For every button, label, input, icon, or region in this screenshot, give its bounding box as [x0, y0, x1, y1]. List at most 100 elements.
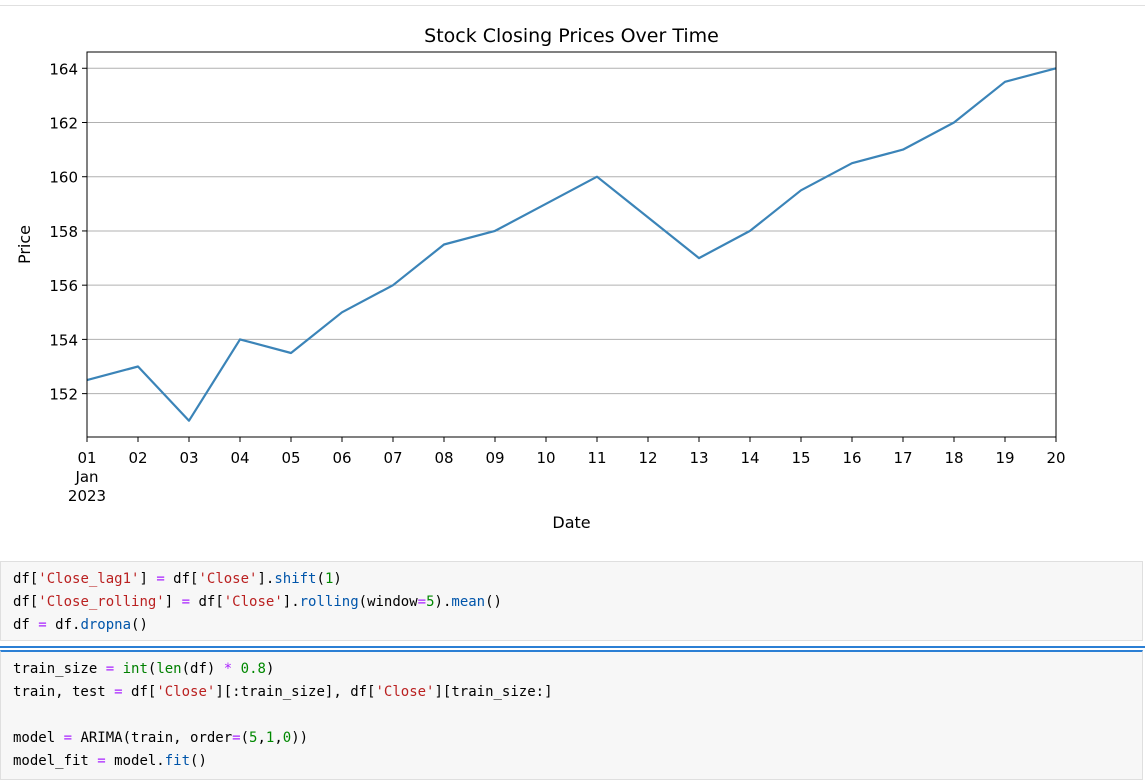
code-token: = — [106, 661, 114, 677]
code-token: = — [114, 684, 122, 700]
code-token: train, test — [13, 684, 114, 700]
active-cell-indicator — [0, 646, 1145, 648]
x-tick-label: 01 — [77, 449, 96, 467]
code-token: ] — [165, 594, 182, 610]
y-tick-label: 154 — [49, 331, 78, 349]
code-line: model = ARIMA(train, order=(5,1,0)) — [13, 730, 308, 746]
code-token: model — [13, 730, 64, 746]
x-tick-label: 09 — [485, 449, 504, 467]
code-token: df[ — [13, 594, 38, 610]
code-cell-2[interactable]: train_size = int(len(df) * 0.8) train, t… — [0, 650, 1143, 780]
x-tick-label: 13 — [689, 449, 708, 467]
code-line: df['Close_rolling'] = df['Close'].rollin… — [13, 594, 502, 610]
y-axis-label: Price — [15, 225, 34, 264]
x-tick-label: 15 — [791, 449, 810, 467]
code-line: train, test = df['Close'][:train_size], … — [13, 684, 553, 700]
code-token — [232, 661, 240, 677]
code-token: 0 — [283, 730, 291, 746]
code-token: 'Close_rolling' — [38, 594, 164, 610]
code-token: ][:train_size], df[ — [215, 684, 375, 700]
code-token: ). — [435, 594, 452, 610]
code-token: 0.8 — [241, 661, 266, 677]
code-token: ) — [333, 571, 341, 587]
x-tick-label: 06 — [332, 449, 351, 467]
code-token: = — [156, 571, 164, 587]
code-token: 'Close' — [198, 571, 257, 587]
code-token: fit — [165, 753, 190, 769]
x-tick-label: 12 — [638, 449, 657, 467]
code-editor[interactable]: train_size = int(len(df) * 0.8) train, t… — [1, 652, 1142, 773]
code-token: () — [131, 617, 148, 633]
code-token: ) — [266, 661, 274, 677]
x-tick-label: 05 — [281, 449, 300, 467]
code-token: model. — [106, 753, 165, 769]
code-token: len — [156, 661, 181, 677]
x-tick-sublabel: 2023 — [68, 487, 106, 505]
code-token: , — [257, 730, 265, 746]
code-token: ] — [139, 571, 156, 587]
code-token: )) — [291, 730, 308, 746]
code-token: = — [97, 753, 105, 769]
x-tick-label: 14 — [740, 449, 759, 467]
code-token: , — [274, 730, 282, 746]
code-line: train_size = int(len(df) * 0.8) — [13, 661, 274, 677]
code-editor[interactable]: df['Close_lag1'] = df['Close'].shift(1) … — [1, 562, 1142, 637]
x-tick-label: 11 — [587, 449, 606, 467]
x-tick-label: 16 — [842, 449, 861, 467]
x-tick-label: 17 — [893, 449, 912, 467]
code-token: ( — [241, 730, 249, 746]
y-tick-label: 152 — [49, 386, 78, 404]
code-token: rolling — [300, 594, 359, 610]
y-tick-label: 162 — [49, 114, 78, 132]
code-token: mean — [451, 594, 485, 610]
code-token: ARIMA(train, order — [72, 730, 232, 746]
code-token: train_size — [13, 661, 106, 677]
code-token: 'Close' — [375, 684, 434, 700]
price-series-line — [87, 68, 1056, 420]
code-token: df — [13, 617, 38, 633]
x-tick-sublabel: Jan — [74, 468, 98, 486]
code-line: df = df.dropna() — [13, 617, 148, 633]
code-token: ]. — [283, 594, 300, 610]
x-tick-label: 03 — [179, 449, 198, 467]
plot-frame — [87, 52, 1056, 437]
code-token: = — [38, 617, 46, 633]
code-token: df[ — [165, 571, 199, 587]
code-line: df['Close_lag1'] = df['Close'].shift(1) — [13, 571, 342, 587]
x-tick-label: 02 — [128, 449, 147, 467]
y-tick-label: 164 — [49, 60, 78, 78]
code-token: ][train_size:] — [435, 684, 553, 700]
x-tick-label: 10 — [536, 449, 555, 467]
code-token: * — [224, 661, 232, 677]
code-cell-1[interactable]: df['Close_lag1'] = df['Close'].shift(1) … — [0, 561, 1143, 641]
code-token: () — [190, 753, 207, 769]
code-token: ]. — [257, 571, 274, 587]
code-token: = — [232, 730, 240, 746]
x-tick-label: 08 — [434, 449, 453, 467]
code-line: model_fit = model.fit() — [13, 753, 207, 769]
code-token: ( — [317, 571, 325, 587]
code-token: df[ — [13, 571, 38, 587]
code-token: 'Close' — [156, 684, 215, 700]
code-token: 5 — [426, 594, 434, 610]
code-token: (df) — [182, 661, 224, 677]
x-axis-label: Date — [552, 513, 590, 532]
code-token: (window — [359, 594, 418, 610]
code-token: 'Close' — [224, 594, 283, 610]
code-token: 'Close_lag1' — [38, 571, 139, 587]
code-token: df. — [47, 617, 81, 633]
code-token: = — [182, 594, 190, 610]
code-token: model_fit — [13, 753, 97, 769]
x-tick-label: 19 — [995, 449, 1014, 467]
x-tick-label: 07 — [383, 449, 402, 467]
x-tick-label: 04 — [230, 449, 249, 467]
code-token: = — [64, 730, 72, 746]
y-tick-label: 156 — [49, 277, 78, 295]
x-tick-label: 20 — [1046, 449, 1065, 467]
y-tick-label: 160 — [49, 169, 78, 187]
x-tick-label: 18 — [944, 449, 963, 467]
chart-title: Stock Closing Prices Over Time — [424, 25, 719, 47]
code-token: int — [123, 661, 148, 677]
